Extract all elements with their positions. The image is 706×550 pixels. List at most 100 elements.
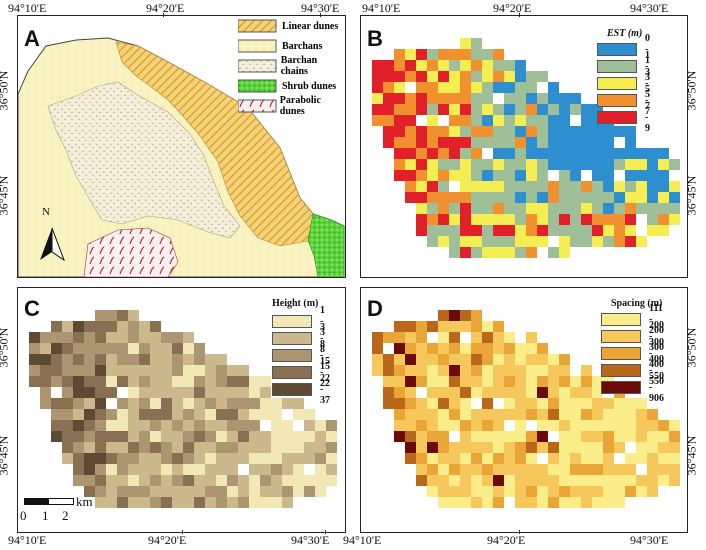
grid-cell <box>194 398 205 409</box>
grid-cell <box>471 354 482 365</box>
grid-cell <box>471 431 482 442</box>
grid-cell <box>227 365 238 376</box>
panel-c-grid <box>29 310 337 508</box>
grid-cell <box>504 104 515 115</box>
grid-cell <box>383 137 394 148</box>
grid-cell <box>139 486 150 497</box>
grid-cell <box>427 181 438 192</box>
grid-cell <box>559 203 570 214</box>
grid-cell <box>625 431 636 442</box>
grid-cell <box>471 343 482 354</box>
grid-cell <box>183 475 194 486</box>
grid-cell <box>405 49 416 60</box>
grid-cell <box>405 159 416 170</box>
grid-cell <box>73 365 84 376</box>
grid-cell <box>460 354 471 365</box>
grid-cell <box>482 398 493 409</box>
grid-cell <box>84 387 95 398</box>
grid-cell <box>128 376 139 387</box>
grid-cell <box>592 420 603 431</box>
grid-cell <box>504 365 515 376</box>
grid-cell <box>150 486 161 497</box>
grid-cell <box>106 431 117 442</box>
grid-cell <box>438 398 449 409</box>
grid-cell <box>416 126 427 137</box>
grid-cell <box>405 93 416 104</box>
grid-cell <box>548 475 559 486</box>
grid-cell <box>636 181 647 192</box>
grid-cell <box>383 93 394 104</box>
grid-cell <box>482 225 493 236</box>
grid-cell <box>592 126 603 137</box>
legend-c-text-2: 8 - 15 <box>320 338 330 372</box>
parabolic-dunes-swatch <box>238 99 277 113</box>
grid-cell <box>416 343 427 354</box>
grid-cell <box>658 475 669 486</box>
grid-cell <box>570 398 581 409</box>
grid-cell <box>570 181 581 192</box>
grid-cell <box>427 486 438 497</box>
grid-cell <box>592 376 603 387</box>
grid-cell <box>603 214 614 225</box>
legend-b-swatch-3 <box>597 93 637 107</box>
grid-cell <box>62 343 73 354</box>
grid-cell <box>73 420 84 431</box>
grid-cell <box>592 236 603 247</box>
grid-cell <box>139 409 150 420</box>
grid-cell <box>416 82 427 93</box>
grid-cell <box>581 387 592 398</box>
grid-cell <box>526 376 537 387</box>
grid-cell <box>614 420 625 431</box>
grid-cell <box>548 409 559 420</box>
grid-cell <box>438 475 449 486</box>
grid-cell <box>449 486 460 497</box>
grid-cell <box>394 71 405 82</box>
grid-cell <box>293 431 304 442</box>
grid-cell <box>548 453 559 464</box>
grid-cell <box>205 453 216 464</box>
grid-cell <box>416 431 427 442</box>
grid-cell <box>427 321 438 332</box>
grid-cell <box>117 310 128 321</box>
grid-cell <box>372 354 383 365</box>
grid-cell <box>460 475 471 486</box>
grid-cell <box>405 170 416 181</box>
grid-cell <box>383 82 394 93</box>
grid-cell <box>614 159 625 170</box>
grid-cell <box>416 225 427 236</box>
grid-cell <box>647 431 658 442</box>
grid-cell <box>592 398 603 409</box>
grid-cell <box>238 376 249 387</box>
grid-cell <box>383 71 394 82</box>
grid-cell <box>548 420 559 431</box>
grid-cell <box>636 453 647 464</box>
grid-cell <box>526 354 537 365</box>
grid-cell <box>515 115 526 126</box>
grid-cell <box>416 409 427 420</box>
grid-cell <box>427 71 438 82</box>
grid-cell <box>482 170 493 181</box>
grid-cell <box>216 431 227 442</box>
grid-cell <box>427 376 438 387</box>
grid-cell <box>449 420 460 431</box>
grid-cell <box>493 332 504 343</box>
grid-cell <box>194 376 205 387</box>
grid-cell <box>117 486 128 497</box>
grid-cell <box>416 71 427 82</box>
grid-cell <box>194 453 205 464</box>
grid-cell <box>238 431 249 442</box>
grid-cell <box>95 310 106 321</box>
grid-cell <box>249 453 260 464</box>
grid-cell <box>260 497 271 508</box>
grid-cell <box>614 192 625 203</box>
panel-b-grid <box>372 38 680 258</box>
grid-cell <box>570 148 581 159</box>
grid-cell <box>471 115 482 126</box>
grid-cell <box>636 192 647 203</box>
grid-cell <box>526 126 537 137</box>
grid-cell <box>460 137 471 148</box>
grid-cell <box>515 354 526 365</box>
grid-cell <box>526 225 537 236</box>
grid-cell <box>570 192 581 203</box>
axis-top-right-1: 94°20'E <box>493 1 532 15</box>
